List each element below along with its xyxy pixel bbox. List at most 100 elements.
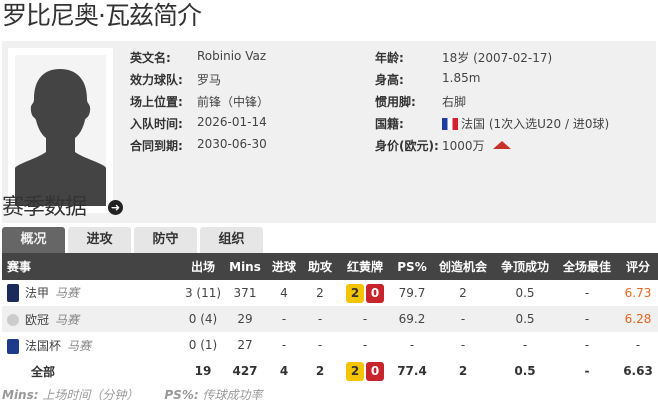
col-motm: 全场最佳: [556, 253, 618, 280]
english-name-label: 英文名:: [130, 51, 171, 65]
cards: -: [362, 338, 368, 352]
competition-name[interactable]: 欧冠: [25, 312, 50, 327]
col-chances: 创造机会: [432, 253, 494, 280]
competition-name[interactable]: 法国杯: [25, 338, 62, 353]
apps: 19: [194, 364, 212, 378]
height-label: 身高:: [375, 73, 404, 87]
join-date-value: 2026-01-14: [197, 115, 267, 129]
france-flag-icon: [442, 118, 458, 130]
aerial: 0.5: [515, 286, 535, 300]
mins: 371: [233, 286, 257, 300]
assists: 2: [315, 364, 325, 378]
team-name[interactable]: 马赛: [55, 312, 80, 327]
goals: 4: [280, 286, 288, 300]
motm: -: [584, 364, 590, 378]
season-stats-table: 赛事 出场 Mins 进球 助攻 红黄牌 PS% 创造机会 争顶成功 全场最佳 …: [2, 253, 658, 384]
tab-attack[interactable]: 进攻: [68, 227, 131, 253]
footnote-key-mins: Mins:: [2, 388, 39, 402]
aerial: 0.5: [494, 306, 556, 332]
col-apps: 出场: [182, 253, 224, 280]
col-goals: 进球: [266, 253, 302, 280]
competition-name[interactable]: 法甲: [25, 285, 50, 300]
motm: -: [584, 286, 590, 300]
goals: -: [281, 338, 287, 352]
height-value: 1.85m: [442, 71, 481, 85]
tab-organize[interactable]: 组织: [200, 227, 263, 253]
contract-label: 合同到期:: [130, 139, 183, 153]
ps: -: [409, 338, 415, 352]
chances: -: [432, 306, 494, 332]
footnote-mins: 上场时间（分钟）: [42, 388, 139, 402]
foot-label: 惯用脚:: [375, 95, 416, 109]
team-name[interactable]: 马赛: [67, 338, 92, 353]
nationality-value: 法国 (1次入选U20 / 进0球): [461, 117, 610, 131]
english-name-value: Robinio Vaz: [197, 49, 267, 63]
motm: -: [556, 306, 618, 332]
chances: 2: [458, 364, 468, 378]
tab-defense[interactable]: 防守: [134, 227, 197, 253]
team-name[interactable]: 马赛: [55, 285, 80, 300]
position-value: 前锋（中锋）: [197, 95, 270, 109]
col-aerial: 争顶成功: [494, 253, 556, 280]
footnote-ps: 传球成功率: [202, 388, 263, 402]
footnote-key-ps: PS%:: [164, 388, 199, 402]
motm: -: [584, 338, 590, 352]
team-label: 效力球队:: [130, 73, 183, 87]
total-label: 全部: [31, 364, 56, 379]
age-label: 年龄:: [375, 51, 404, 65]
trend-up-icon[interactable]: [492, 141, 511, 149]
rating: 6.28: [618, 306, 658, 332]
coupe-de-france-logo-icon: [7, 338, 19, 354]
footnote: Mins: 上场时间（分钟） PS%: 传球成功率: [2, 386, 263, 403]
cards: -: [338, 306, 392, 332]
aerial: 0.5: [514, 364, 536, 378]
team-value[interactable]: 罗马: [197, 73, 222, 87]
season-title: 赛季数据: [2, 195, 87, 220]
mins: 27: [237, 338, 253, 352]
aerial: -: [522, 338, 528, 352]
col-cards: 红黄牌: [338, 253, 392, 280]
ps: 79.7: [398, 286, 426, 300]
apps: 0 (1): [188, 338, 218, 352]
rating: 6.63: [623, 364, 653, 378]
mins: 427: [232, 364, 258, 378]
table-row: 欧冠 马赛 0 (4) 29 - - - 69.2 - 0.5 - 6.28: [2, 306, 658, 332]
ucl-logo-icon: [7, 314, 19, 326]
col-competition: 赛事: [2, 253, 182, 280]
assists: -: [302, 306, 338, 332]
mins: 29: [224, 306, 266, 332]
yellow-card-badge: 2: [346, 283, 364, 303]
tab-overview[interactable]: 概况: [2, 227, 65, 253]
competition-cell: 法甲 马赛: [2, 280, 182, 306]
position-label: 场上位置:: [130, 95, 183, 109]
yellow-card-badge: 2: [346, 361, 364, 381]
ps: 77.4: [397, 364, 427, 378]
col-ps: PS%: [392, 253, 432, 280]
competition-cell: 欧冠 马赛: [2, 306, 182, 332]
market-value-label: 身价(欧元):: [375, 139, 439, 153]
assists: 2: [316, 286, 324, 300]
chances: 2: [459, 286, 467, 300]
ligue1-logo-icon: [7, 284, 19, 303]
apps: 0 (4): [182, 306, 224, 332]
page-title: 罗比尼奥·瓦兹简介: [2, 1, 202, 30]
table-header: 赛事 出场 Mins 进球 助攻 红黄牌 PS% 创造机会 争顶成功 全场最佳 …: [2, 253, 658, 280]
goals: -: [266, 306, 302, 332]
nationality: 法国 (1次入选U20 / 进0球): [442, 115, 609, 132]
stats-tabs: 概况 进攻 防守 组织: [2, 227, 263, 253]
market-value-text: 1000万: [442, 139, 485, 153]
ps: 69.2: [392, 306, 432, 332]
col-assists: 助攻: [302, 253, 338, 280]
market-value: 1000万: [442, 137, 511, 154]
player-photo: [8, 48, 113, 213]
rating: -: [635, 338, 641, 352]
red-card-badge: 0: [366, 283, 384, 303]
join-date-label: 入队时间:: [130, 117, 183, 131]
age-value: 18岁 (2007-02-17): [442, 51, 553, 65]
arrow-right-circle-icon[interactable]: ➜: [108, 200, 123, 215]
goals: 4: [279, 364, 289, 378]
